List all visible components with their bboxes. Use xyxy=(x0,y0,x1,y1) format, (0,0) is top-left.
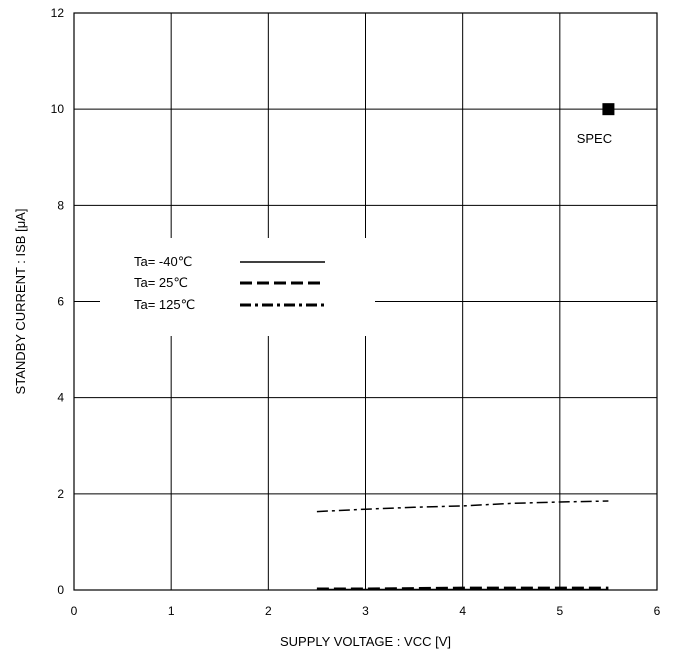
y-tick-label: 10 xyxy=(51,102,65,116)
legend-label: Ta= -40℃ xyxy=(134,254,192,269)
legend-background xyxy=(100,238,375,336)
y-tick-label: 0 xyxy=(57,583,64,597)
legend: Ta= -40℃ Ta= 25℃ Ta= 125℃ xyxy=(134,254,325,312)
x-tick-label: 4 xyxy=(459,604,466,618)
plot-frame xyxy=(73,12,658,591)
series-line xyxy=(316,586,609,591)
x-tick-label: 3 xyxy=(362,604,369,618)
x-tick-label: 2 xyxy=(265,604,272,618)
x-tick-labels: 0 1 2 3 4 5 6 xyxy=(71,604,661,618)
x-axis-label: SUPPLY VOLTAGE : VCC [V] xyxy=(280,634,451,649)
x-tick-label: 1 xyxy=(168,604,175,618)
series-line xyxy=(316,500,609,513)
y-tick-label: 12 xyxy=(51,6,65,20)
y-axis-label: STANDBY CURRENT : ISB [μA] xyxy=(13,209,28,395)
x-tick-label: 6 xyxy=(654,604,661,618)
y-tick-label: 8 xyxy=(57,198,64,212)
y-tick-labels: 0 2 4 6 8 10 12 xyxy=(51,6,65,597)
legend-label: Ta= 125℃ xyxy=(134,297,195,312)
x-tick-label: 0 xyxy=(71,604,78,618)
annotations: SPEC xyxy=(577,103,615,146)
legend-label: Ta= 25℃ xyxy=(134,275,188,290)
y-tick-label: 6 xyxy=(57,295,64,309)
spec-marker xyxy=(602,103,615,116)
spec-label: SPEC xyxy=(577,131,612,146)
x-tick-label: 5 xyxy=(556,604,563,618)
y-tick-label: 2 xyxy=(57,487,64,501)
y-tick-label: 4 xyxy=(57,391,64,405)
